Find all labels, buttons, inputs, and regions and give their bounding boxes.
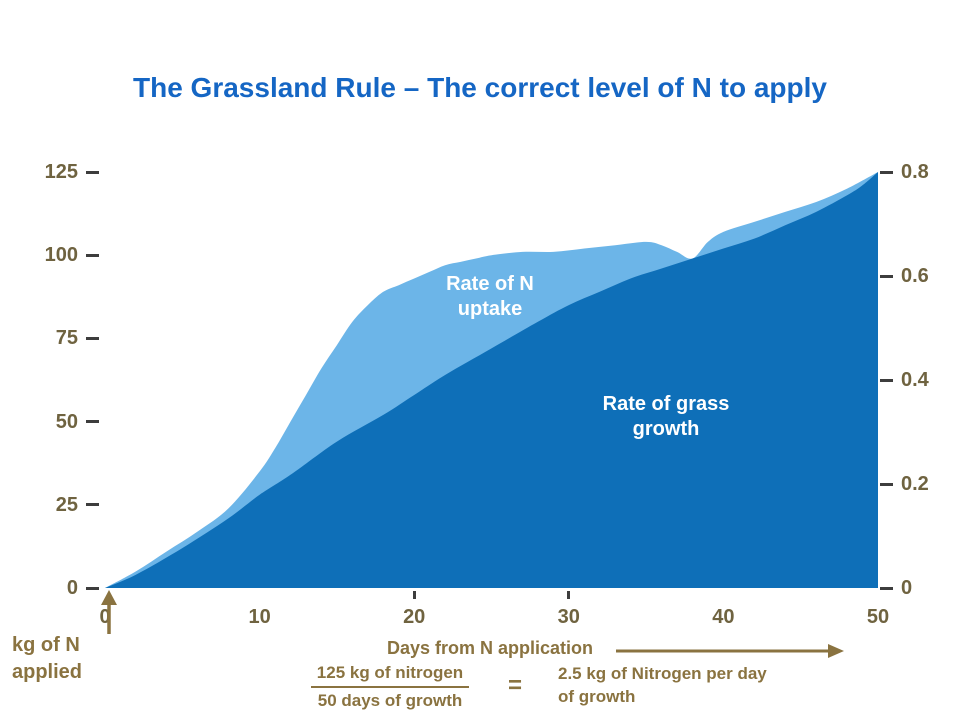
x-tick-label: 30: [557, 606, 580, 628]
y-right-tick-mark: [880, 586, 893, 590]
y-right-tick-mark: [880, 274, 893, 278]
y-right-tick-label: 0: [901, 577, 913, 599]
x-tick-label: 20: [403, 606, 426, 628]
growth-series-label-line1: Rate of grass: [602, 393, 730, 415]
growth-series-label: Rate of grass growth: [556, 392, 776, 442]
growth-series-label-line2: growth: [632, 418, 700, 440]
y-left-tick-label: 25: [55, 493, 78, 516]
y-left-tick-label: 75: [55, 327, 78, 350]
y-axis-title-line1: kg of N: [12, 634, 80, 656]
uptake-series-label: Rate of N uptake: [390, 272, 590, 322]
y-axis-title: kg of N applied: [12, 632, 82, 686]
timeline-right-arrow-icon: [616, 644, 844, 658]
growth-area-series: [105, 172, 878, 588]
equals-sign: =: [508, 672, 523, 699]
formula-denominator: 50 days of growth: [317, 691, 463, 710]
x-tick-mark: [412, 591, 416, 599]
y-left-tick-label: 0: [66, 577, 78, 599]
x-tick-label: 0: [99, 606, 111, 628]
y-left-tick-mark: [86, 503, 99, 507]
y-left-tick-mark: [86, 253, 99, 257]
y-right-tick-label: 0.4: [901, 369, 929, 391]
y-right-tick-mark: [880, 170, 893, 174]
formula-result: 2.5 kg of Nitrogen per day of growth: [558, 662, 767, 708]
y-left-tick-mark: [86, 170, 99, 174]
x-tick-label: 40: [712, 606, 735, 628]
y-axis-title-line2: applied: [12, 661, 83, 683]
y-right-tick-mark: [880, 482, 893, 486]
x-tick-label: 10: [248, 606, 271, 628]
formula-result-line1: 2.5 kg of Nitrogen per day: [558, 664, 767, 683]
y-left-tick-mark: [86, 420, 99, 424]
y-right-tick-label: 0.6: [901, 265, 929, 287]
uptake-series-label-line2: uptake: [457, 298, 523, 320]
y-right-tick-label: 0.2: [901, 473, 929, 495]
origin-up-arrow-icon: [101, 590, 117, 634]
x-tick-mark: [567, 591, 571, 599]
y-left-tick-mark: [86, 336, 99, 340]
y-left-tick-label: 50: [55, 410, 78, 433]
chart-title: The Grassland Rule – The correct level o…: [133, 72, 827, 103]
formula-result-line2: of growth: [558, 687, 636, 706]
formula-fraction: 125 kg of nitrogen 50 days of growth: [290, 662, 490, 711]
y-left-tick-label: 100: [44, 244, 78, 267]
uptake-series-label-line1: Rate of N: [446, 273, 534, 295]
x-axis-title: Days from N application: [386, 638, 594, 658]
y-left-tick-mark: [86, 586, 99, 590]
x-tick-label: 50: [866, 606, 890, 628]
y-right-tick-label: 0.8: [901, 161, 929, 183]
formula-numerator: 125 kg of nitrogen: [310, 662, 470, 688]
y-left-tick-label: 125: [44, 161, 78, 183]
y-right-tick-mark: [880, 378, 893, 382]
